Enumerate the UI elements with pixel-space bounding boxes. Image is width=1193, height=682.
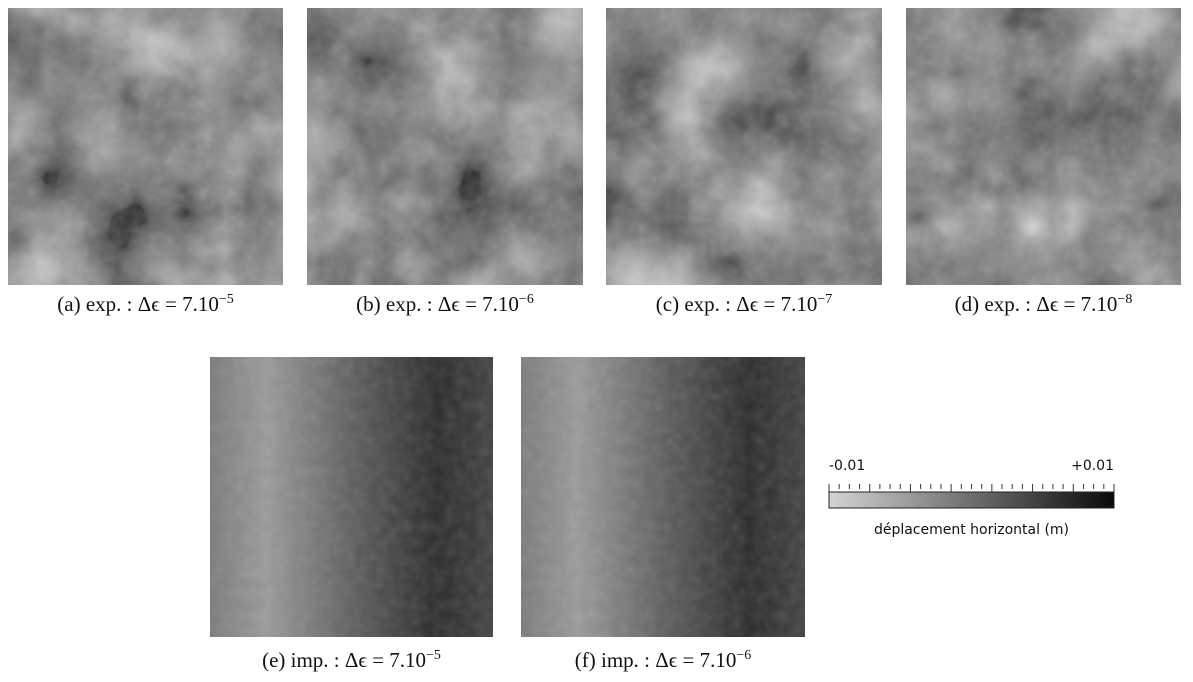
- caption: (c) exp. : Δϵ = 7.10−7: [594, 292, 894, 317]
- panel-grain: [521, 357, 805, 637]
- panel-grain: [210, 357, 493, 637]
- caption-exponent: −5: [426, 648, 441, 663]
- panel-grain: [906, 8, 1181, 285]
- caption-exponent: −5: [218, 292, 234, 307]
- colorbar: [828, 491, 1115, 509]
- caption-text: (f) imp. : Δϵ = 7.10: [574, 648, 737, 672]
- caption: (b) exp. : Δϵ = 7.10−6: [295, 292, 595, 317]
- caption-text: (c) exp. : Δϵ = 7.10: [655, 292, 818, 316]
- caption-exponent: −6: [518, 292, 534, 307]
- caption-text: (d) exp. : Δϵ = 7.10: [954, 292, 1118, 316]
- caption-exponent: −7: [817, 292, 833, 307]
- caption: (a) exp. : Δϵ = 7.10−5: [0, 292, 296, 317]
- colorbar-min: -0.01: [829, 458, 866, 474]
- caption: (e) imp. : Δϵ = 7.10−5: [202, 648, 502, 673]
- caption-text: (a) exp. : Δϵ = 7.10: [57, 292, 219, 316]
- caption-exponent: −6: [736, 648, 752, 663]
- colorbar-max: +0.01: [1071, 458, 1114, 474]
- caption-text: (e) imp. : Δϵ = 7.10: [262, 648, 426, 672]
- caption-text: (b) exp. : Δϵ = 7.10: [356, 292, 519, 316]
- colorbar-title: déplacement horizontal (m): [873, 522, 1070, 538]
- panel-grain: [8, 8, 283, 285]
- caption: (d) exp. : Δϵ = 7.10−8: [894, 292, 1193, 317]
- caption-exponent: −8: [1117, 292, 1133, 307]
- panel-grain: [606, 8, 882, 285]
- panel-grain: [307, 8, 583, 285]
- caption: (f) imp. : Δϵ = 7.10−6: [513, 648, 813, 673]
